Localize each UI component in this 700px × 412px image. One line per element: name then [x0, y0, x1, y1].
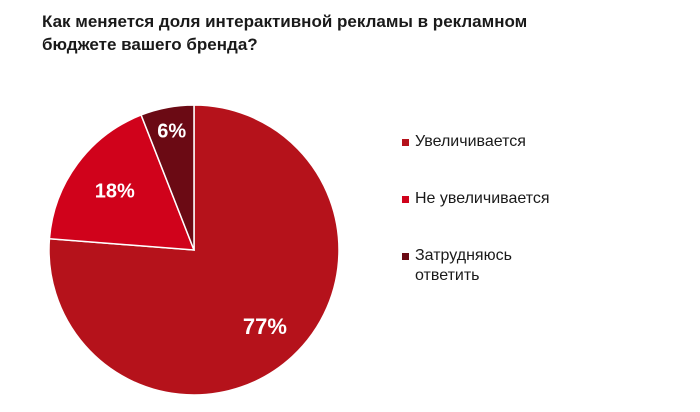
legend-label-increases: Увеличивается	[415, 133, 526, 150]
pie-label-not-increases: 18%	[95, 180, 135, 202]
legend-item-hard-to-say: Затрудняюсь ответить	[402, 246, 512, 286]
legend-swatch-hard-to-say	[402, 253, 409, 260]
legend-item-increases: Увеличивается	[402, 132, 526, 152]
legend-label-hard-to-say: Затрудняюсь ответить	[415, 247, 512, 284]
legend-swatch-increases	[402, 139, 409, 146]
pie-slice-hard-to-say	[140, 104, 195, 251]
pie-label-hard-to-say: 6%	[157, 121, 186, 143]
pie-label-increases: 77%	[243, 314, 287, 339]
chart-title: Как меняется доля интерактивной рекламы …	[42, 12, 528, 54]
legend-label-not-increases: Не увеличивается	[415, 190, 550, 207]
legend-swatch-not-increases	[402, 196, 409, 203]
legend-item-not-increases: Не увеличивается	[402, 189, 550, 209]
pie-slice-not-increases	[48, 114, 196, 251]
